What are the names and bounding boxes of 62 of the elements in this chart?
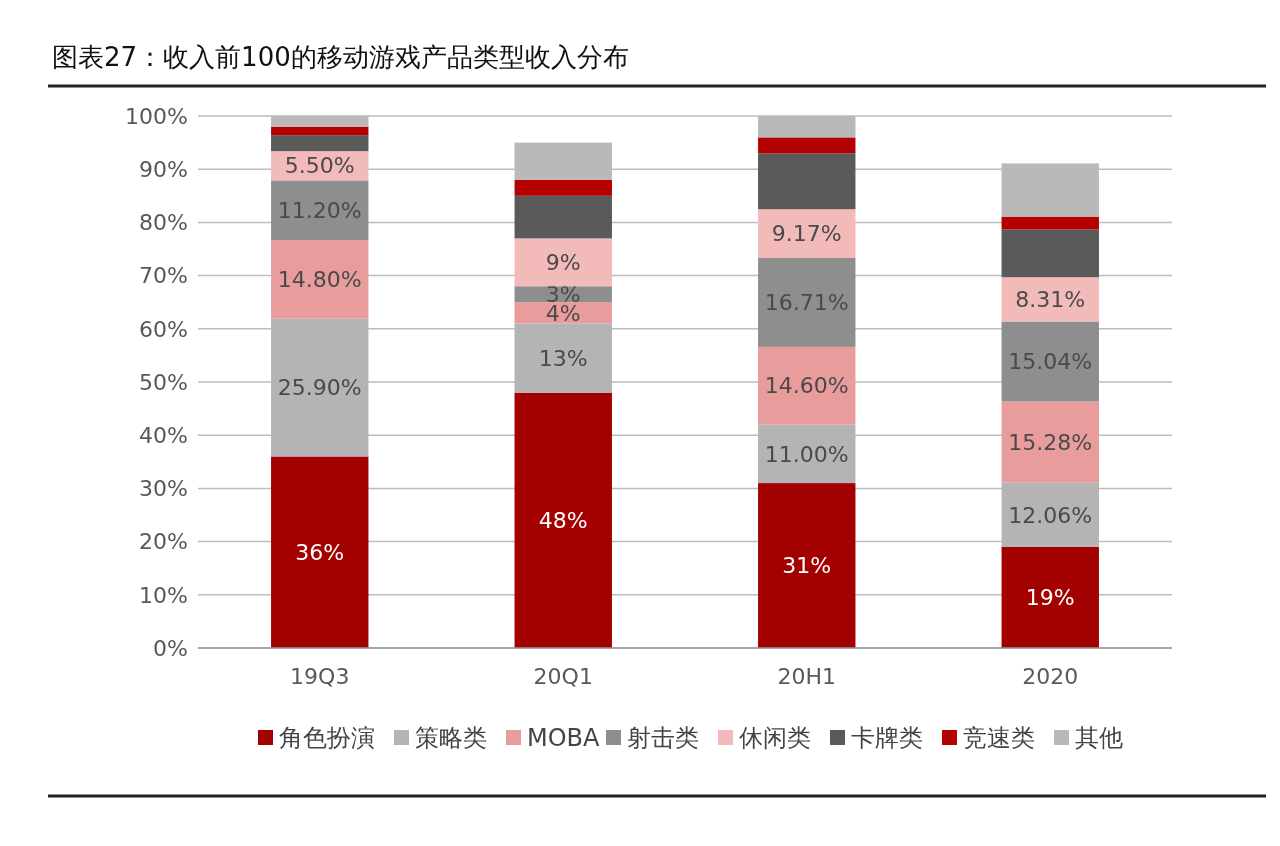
- data-label: 11.00%: [764, 441, 849, 467]
- bar: [514, 179, 612, 196]
- bar: [514, 238, 612, 287]
- x-tick-label: 2020: [1022, 664, 1079, 689]
- data-label: 8.31%: [1015, 287, 1086, 313]
- y-tick-label: 70%: [139, 263, 188, 289]
- bar: [1001, 229, 1099, 278]
- data-label: 31%: [782, 553, 832, 579]
- data-label: 9.17%: [771, 221, 842, 247]
- bar: [271, 456, 369, 648]
- bar: [1001, 401, 1099, 483]
- bar: [1001, 321, 1099, 402]
- y-tick-label: 90%: [139, 156, 188, 182]
- legend-label: 其他: [1075, 724, 1123, 753]
- data-label: 48%: [538, 508, 588, 534]
- y-tick-label: 50%: [139, 369, 188, 395]
- bar: [758, 153, 856, 210]
- data-label: 36%: [295, 539, 345, 565]
- bar: [271, 180, 369, 240]
- bar: [271, 126, 369, 136]
- x-tick-label: 20H1: [777, 664, 837, 689]
- data-label: 13%: [538, 345, 588, 371]
- bar: [758, 137, 856, 154]
- data-label: 14.60%: [764, 373, 849, 399]
- y-tick-label: 20%: [139, 529, 188, 555]
- data-label: 15.04%: [1008, 349, 1093, 375]
- data-label: 11.20%: [277, 197, 362, 223]
- legend-label: 射击类: [627, 724, 699, 753]
- y-tick-label: 0%: [153, 635, 188, 661]
- bar: [758, 257, 856, 347]
- data-label: 12.06%: [1008, 502, 1093, 528]
- y-tick-label: 60%: [139, 316, 188, 342]
- data-label: 19%: [1025, 585, 1075, 611]
- bar: [758, 483, 856, 648]
- y-tick-label: 80%: [139, 210, 188, 236]
- legend-label: 休闲类: [739, 724, 811, 753]
- bar: [514, 392, 612, 648]
- bar: [1001, 546, 1099, 648]
- data-label: 5.50%: [284, 153, 355, 179]
- y-tick-label: 30%: [139, 476, 188, 502]
- data-label: 14.80%: [277, 267, 362, 293]
- data-label: 25.90%: [277, 375, 362, 401]
- legend-label: 竞速类: [963, 724, 1035, 753]
- data-label: 15.28%: [1008, 429, 1093, 455]
- y-tick-label: 40%: [139, 422, 188, 448]
- y-tick-label: 10%: [139, 582, 188, 608]
- bar: [514, 195, 612, 239]
- y-tick-label: 100%: [125, 103, 188, 129]
- x-tick-label: 19Q3: [290, 664, 350, 689]
- bar: [1001, 216, 1099, 230]
- bar: [271, 239, 369, 319]
- data-label: 16.71%: [764, 290, 849, 316]
- legend-label: 卡牌类: [851, 724, 923, 753]
- chart-title: 图表27：收入前100的移动游戏产品类型收入分布: [52, 42, 629, 72]
- bar: [758, 346, 856, 425]
- data-label: 9%: [545, 250, 581, 275]
- legend-label: 策略类: [415, 724, 487, 753]
- bar: [271, 135, 369, 152]
- legend-label: MOBA: [527, 724, 601, 753]
- bar: [758, 209, 856, 258]
- x-tick-label: 20Q1: [533, 664, 593, 689]
- legend-label: 角色扮演: [279, 724, 375, 753]
